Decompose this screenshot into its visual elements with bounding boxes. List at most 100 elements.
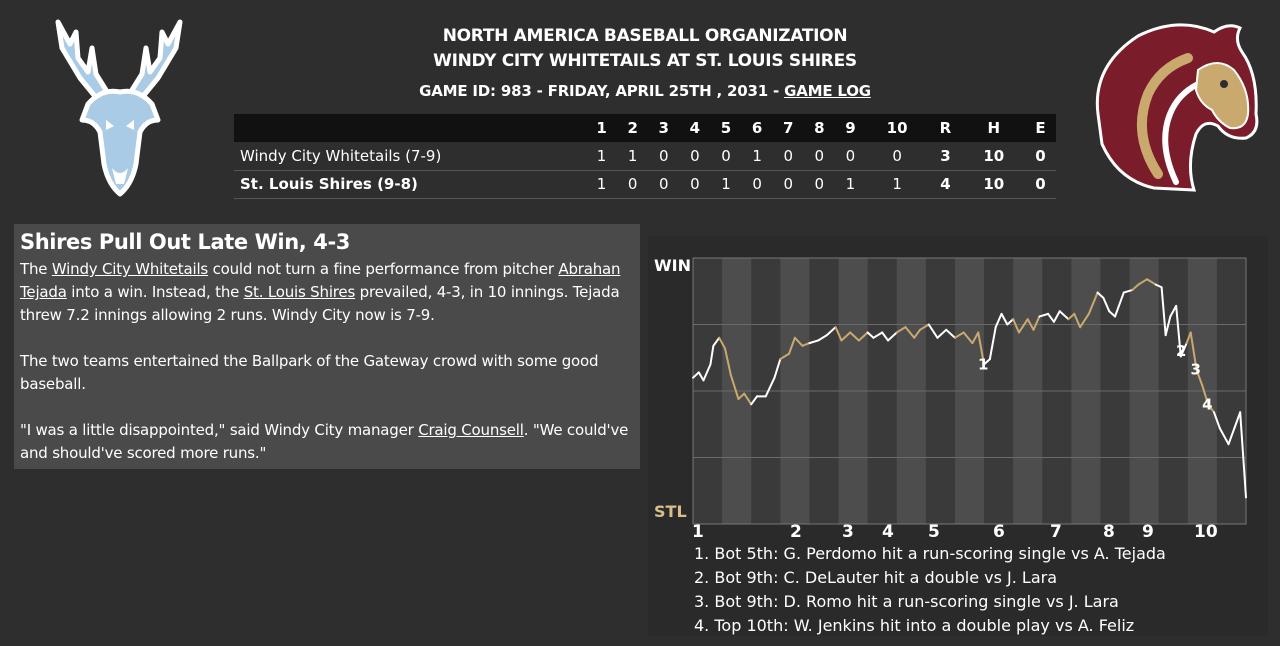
errors-header: E [1024, 114, 1056, 142]
away-errors: 0 [1024, 142, 1056, 171]
home-inning-3: 0 [648, 170, 680, 199]
hits-header: H [962, 114, 1025, 142]
win-probability-segment [1102, 296, 1111, 313]
win-probability-segment [1164, 315, 1172, 337]
win-probability-segment [825, 326, 837, 337]
inning-header-10: 10 [865, 114, 929, 142]
win-probability-segment [919, 323, 930, 331]
inning-header-3: 3 [648, 114, 680, 142]
craig-counsell-link[interactable]: Craig Counsell [418, 421, 524, 439]
story-p1-text-1: The [20, 260, 52, 278]
win-probability-segment [724, 347, 732, 377]
story-paragraph-2: The two teams entertained the Ballpark o… [20, 352, 599, 393]
plot-frame [692, 257, 1247, 525]
win-probability-segment [1137, 278, 1149, 286]
st-louis-shires-link[interactable]: St. Louis Shires [243, 283, 356, 301]
win-probability-segment [1058, 310, 1070, 321]
inning-label-3: 3 [842, 522, 854, 542]
home-inning-9: 1 [834, 170, 866, 199]
away-team-name: Windy City Whitetails (7-9) [234, 142, 586, 171]
win-probability-segment [887, 331, 898, 342]
away-inning-1: 1 [586, 142, 618, 171]
away-inning-6: 1 [741, 142, 773, 171]
win-probability-segment [808, 339, 820, 345]
away-inning-7: 0 [772, 142, 804, 171]
win-probability-segment [1160, 286, 1167, 337]
event-marker-1: 1 [978, 355, 988, 373]
win-probability-segment [1079, 312, 1090, 329]
story-paragraph-3: "I was a little disappointed," said Wind… [20, 419, 634, 465]
win-probability-segment [983, 358, 991, 366]
win-probability-segment [1131, 283, 1140, 291]
away-team-row: Windy City Whitetails (7-9) 1 1 0 0 0 1 … [234, 142, 1056, 171]
away-inning-2: 1 [617, 142, 649, 171]
game-log-link[interactable]: GAME LOG [784, 82, 871, 100]
runs-header: R [928, 114, 963, 142]
win-probability-segment [866, 331, 875, 339]
win-probability-segment [1227, 427, 1236, 446]
inning-header-1: 1 [586, 114, 618, 142]
win-probability-segment [712, 336, 721, 347]
stl-label: STL [654, 502, 687, 521]
inning-label-1: 1 [692, 522, 704, 542]
inning-header-8: 8 [803, 114, 835, 142]
inning-label-9: 9 [1142, 522, 1154, 542]
win-probability-segment [743, 392, 753, 406]
team-column-header [234, 114, 586, 142]
win-probability-segment [1026, 318, 1035, 331]
win-probability-segment [702, 363, 712, 382]
inning-label-8: 8 [1103, 522, 1115, 542]
away-inning-8: 0 [803, 142, 835, 171]
event-marker-2: 2 [1176, 342, 1186, 360]
inning-header-9: 9 [834, 114, 866, 142]
win-probability-segment [962, 331, 974, 345]
home-inning-6: 0 [741, 170, 773, 199]
home-hits: 10 [962, 170, 1025, 199]
win-probability-segment [913, 328, 922, 339]
linescore-table: 1 2 3 4 5 6 7 8 9 10 R H E Windy City Wh… [234, 114, 1056, 199]
win-probability-segment [1047, 312, 1055, 323]
win-probability-segment [1154, 283, 1163, 289]
win-probability-segment [718, 336, 727, 350]
windy-city-whitetails-link[interactable]: Windy City Whitetails [51, 260, 209, 278]
key-event-1: 1. Bot 5th: G. Perdomo hit a run-scoring… [694, 544, 1166, 563]
win-probability-segment [1096, 291, 1105, 299]
windy-city-whitetails-logo [55, 19, 183, 197]
inning-header-7: 7 [772, 114, 804, 142]
win-probability-segment [1067, 312, 1076, 321]
win-probability-segment [1233, 411, 1242, 430]
win-probability-segment [764, 376, 776, 398]
inning-label-5: 5 [928, 522, 940, 542]
win-probability-segment [1012, 318, 1020, 334]
win-probability-segment [977, 331, 986, 366]
win-probability-segment [1038, 312, 1050, 318]
home-inning-5: 1 [710, 170, 742, 199]
win-label: WIN [654, 256, 691, 275]
win-probability-segment [1114, 291, 1125, 318]
away-inning-10: 0 [865, 142, 929, 171]
win-probability-segment [1195, 368, 1204, 387]
event-marker-3: 3 [1191, 361, 1201, 379]
win-probability-segment [1169, 304, 1178, 318]
story-p1-text-4: prevailed, 4-3, in 10 innings. Tejada th… [20, 283, 620, 324]
win-probability-segment [840, 331, 852, 342]
inning-header-6: 6 [741, 114, 773, 142]
win-probability-segment [1207, 403, 1215, 414]
key-event-3: 3. Bot 9th: D. Romo hit a run-scoring si… [694, 592, 1119, 611]
win-probability-segment [793, 336, 804, 347]
win-probability-segment [1087, 291, 1099, 315]
game-story: Shires Pull Out Late Win, 4-3 The Windy … [14, 224, 640, 469]
story-p3-text-1: "I was a little disappointed," said Wind… [20, 421, 419, 439]
home-errors: 0 [1024, 170, 1056, 199]
inning-header-4: 4 [679, 114, 711, 142]
inning-label-6: 6 [993, 522, 1005, 542]
abrahan-tejada-link[interactable]: Abrahan Tejada [20, 260, 621, 301]
win-probability-segment [801, 342, 811, 347]
inning-label-10: 10 [1194, 522, 1218, 542]
win-probability-segment [936, 328, 948, 339]
win-probability-segment [1218, 427, 1230, 446]
key-event-4: 4. Top 10th: W. Jenkins hit into a doubl… [694, 616, 1135, 635]
home-inning-8: 0 [803, 170, 835, 199]
game-header: NORTH AMERICA BASEBALL ORGANIZATION WIND… [300, 24, 990, 100]
st-louis-shires-logo [1095, 23, 1259, 192]
